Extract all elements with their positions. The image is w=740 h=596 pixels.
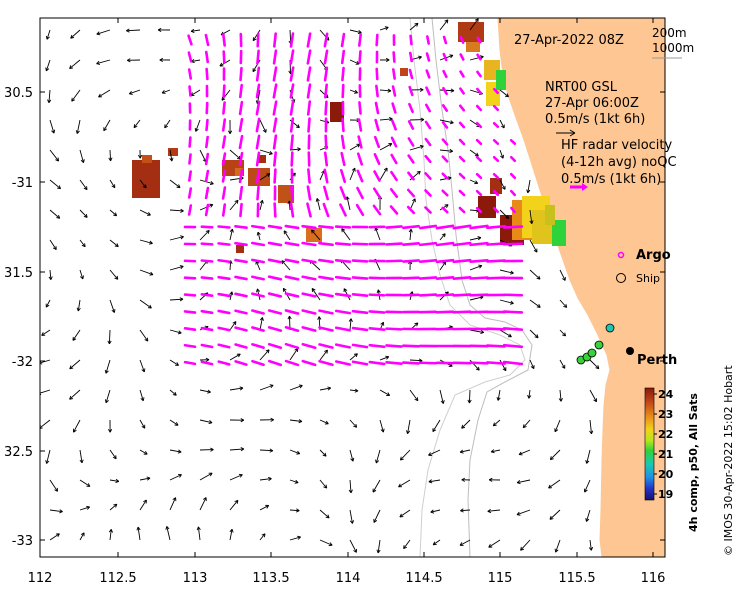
isobath-legend-1000m: 1000m <box>652 41 694 55</box>
x-tick-label: 114 <box>336 571 361 586</box>
colorbar-tick-label: 19 <box>658 488 673 501</box>
x-tick-label: 113 <box>183 571 208 586</box>
isobath-1000m <box>410 18 525 557</box>
radar-legend-line3: 0.5m/s (1kt 6h) <box>561 172 661 187</box>
credit-text: © IMOS 30-Apr-2022 15:02 Hobart <box>722 365 735 556</box>
x-tick-label: 116 <box>641 571 666 586</box>
perth-marker <box>626 347 634 355</box>
x-tick-label: 112 <box>28 571 53 586</box>
x-tick-label: 112.5 <box>99 571 136 586</box>
x-tick-label: 113.5 <box>252 571 289 586</box>
argo-legend-label: Argo <box>636 248 671 263</box>
perth-label: Perth <box>637 353 677 368</box>
y-tick-label: 31.5 <box>4 266 33 281</box>
y-tick-label: -31 <box>12 176 33 191</box>
ship-legend-label: Ship <box>636 272 660 285</box>
y-tick-label: 30.5 <box>4 86 33 101</box>
x-tick-label: 115 <box>488 571 513 586</box>
hf-radar-vectors <box>185 34 522 365</box>
colorbar-title: 4h comp, p50, All Sats <box>687 393 700 532</box>
current-legend-line3: 0.5m/s (1kt 6h) <box>545 112 645 127</box>
isobath-legend-200m: 200m <box>652 26 687 40</box>
current-legend-line1: NRT00 GSL <box>545 80 618 95</box>
colorbar <box>645 388 654 500</box>
colorbar-tick-label: 22 <box>658 428 673 441</box>
y-tick-label: -33 <box>12 534 33 549</box>
date-title: 27-Apr-2022 08Z <box>514 33 624 48</box>
colorbar-tick-label: 20 <box>658 468 674 481</box>
radar-legend-line2: (4-12h avg) noQC <box>561 155 677 170</box>
y-tick-label: -32 <box>12 355 33 370</box>
x-tick-label: 115.5 <box>558 571 595 586</box>
colorbar-tick-label: 23 <box>658 408 673 421</box>
y-tick-label: 32.5 <box>4 445 33 460</box>
colorbar-tick-label: 21 <box>658 448 673 461</box>
radar-legend-line1: HF radar velocity <box>561 138 673 153</box>
x-tick-label: 114.5 <box>405 571 442 586</box>
current-legend-line2: 27-Apr 06:00Z <box>545 96 639 111</box>
colorbar-tick-label: 24 <box>658 388 674 401</box>
